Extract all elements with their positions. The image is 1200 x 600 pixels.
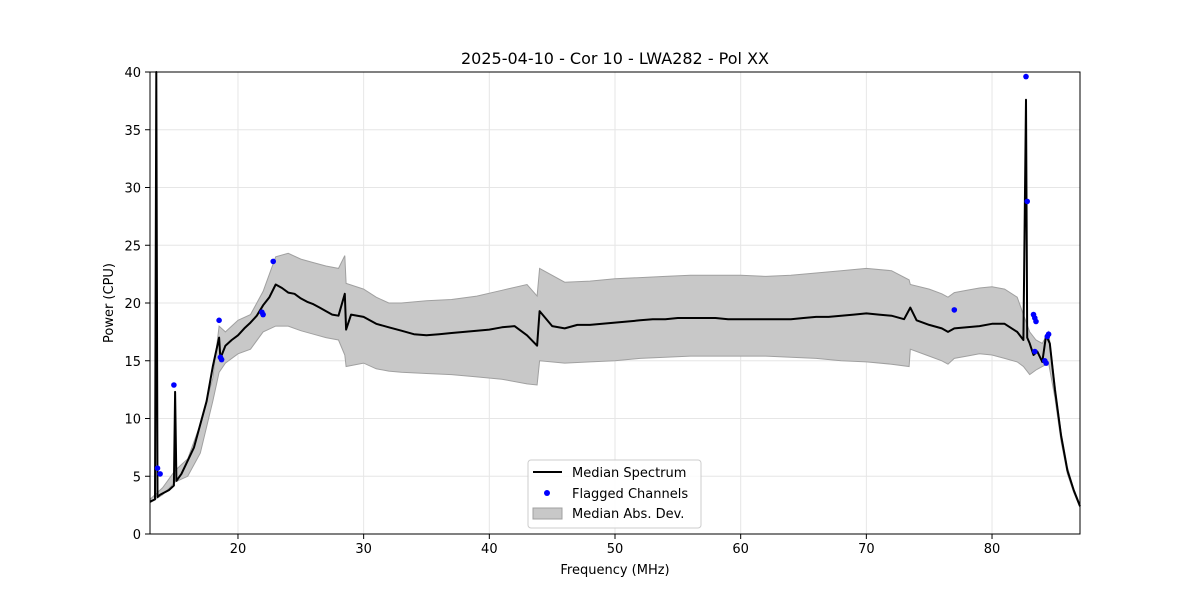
flagged-channel-point (157, 471, 163, 477)
y-tick-label: 5 (133, 470, 141, 485)
x-tick-label: 50 (607, 542, 624, 557)
y-tick-label: 15 (124, 355, 141, 370)
legend-mad-label: Median Abs. Dev. (572, 507, 684, 522)
flagged-points-layer (154, 73, 1052, 477)
flagged-channel-point (216, 317, 222, 324)
legend-median-label: Median Spectrum (572, 466, 686, 481)
y-tick-label: 30 (124, 182, 141, 197)
flagged-channel-point (951, 307, 958, 313)
x-tick-label: 70 (858, 542, 875, 557)
x-tick-label: 60 (732, 542, 749, 557)
flagged-channel-point (154, 465, 161, 472)
flagged-channel-point (218, 356, 225, 363)
flagged-channel-point (1033, 318, 1039, 325)
x-axis-ticks: 20 30 40 50 60 70 80 (230, 534, 1001, 557)
flagged-channel-point (1045, 331, 1052, 338)
y-tick-label: 10 (124, 413, 141, 428)
y-axis-ticks: 0 5 10 15 20 25 30 35 40 (124, 66, 150, 543)
flagged-channel-point (171, 382, 177, 388)
flagged-channel-point (270, 258, 277, 265)
chart-title: 2025-04-10 - Cor 10 - LWA282 - Pol XX (461, 49, 769, 68)
x-tick-label: 20 (230, 542, 247, 557)
legend: Median Spectrum Flagged Channels Median … (527, 459, 702, 529)
y-tick-label: 0 (133, 528, 141, 543)
x-tick-label: 30 (355, 542, 372, 557)
y-axis-label: Power (CPU) (102, 263, 117, 343)
y-tick-label: 25 (124, 239, 141, 254)
y-tick-label: 35 (124, 124, 141, 139)
legend-mad-swatch (532, 507, 563, 520)
y-tick-label: 40 (124, 66, 141, 81)
flagged-channel-point (1023, 73, 1029, 80)
legend-flagged-swatch (544, 490, 550, 496)
flagged-channel-point (1024, 198, 1030, 205)
median-spectrum-line (149, 71, 1081, 507)
legend-flagged-label: Flagged Channels (572, 487, 688, 502)
x-tick-label: 80 (984, 542, 1001, 557)
flagged-channel-point (1043, 360, 1049, 366)
flagged-channel-point (1032, 348, 1038, 355)
x-axis-label: Frequency (MHz) (560, 563, 669, 578)
x-tick-label: 40 (481, 542, 498, 557)
y-tick-label: 20 (124, 297, 141, 312)
flagged-channel-point (260, 311, 266, 318)
legend-box (527, 459, 702, 529)
median-line-layer (149, 71, 1081, 507)
